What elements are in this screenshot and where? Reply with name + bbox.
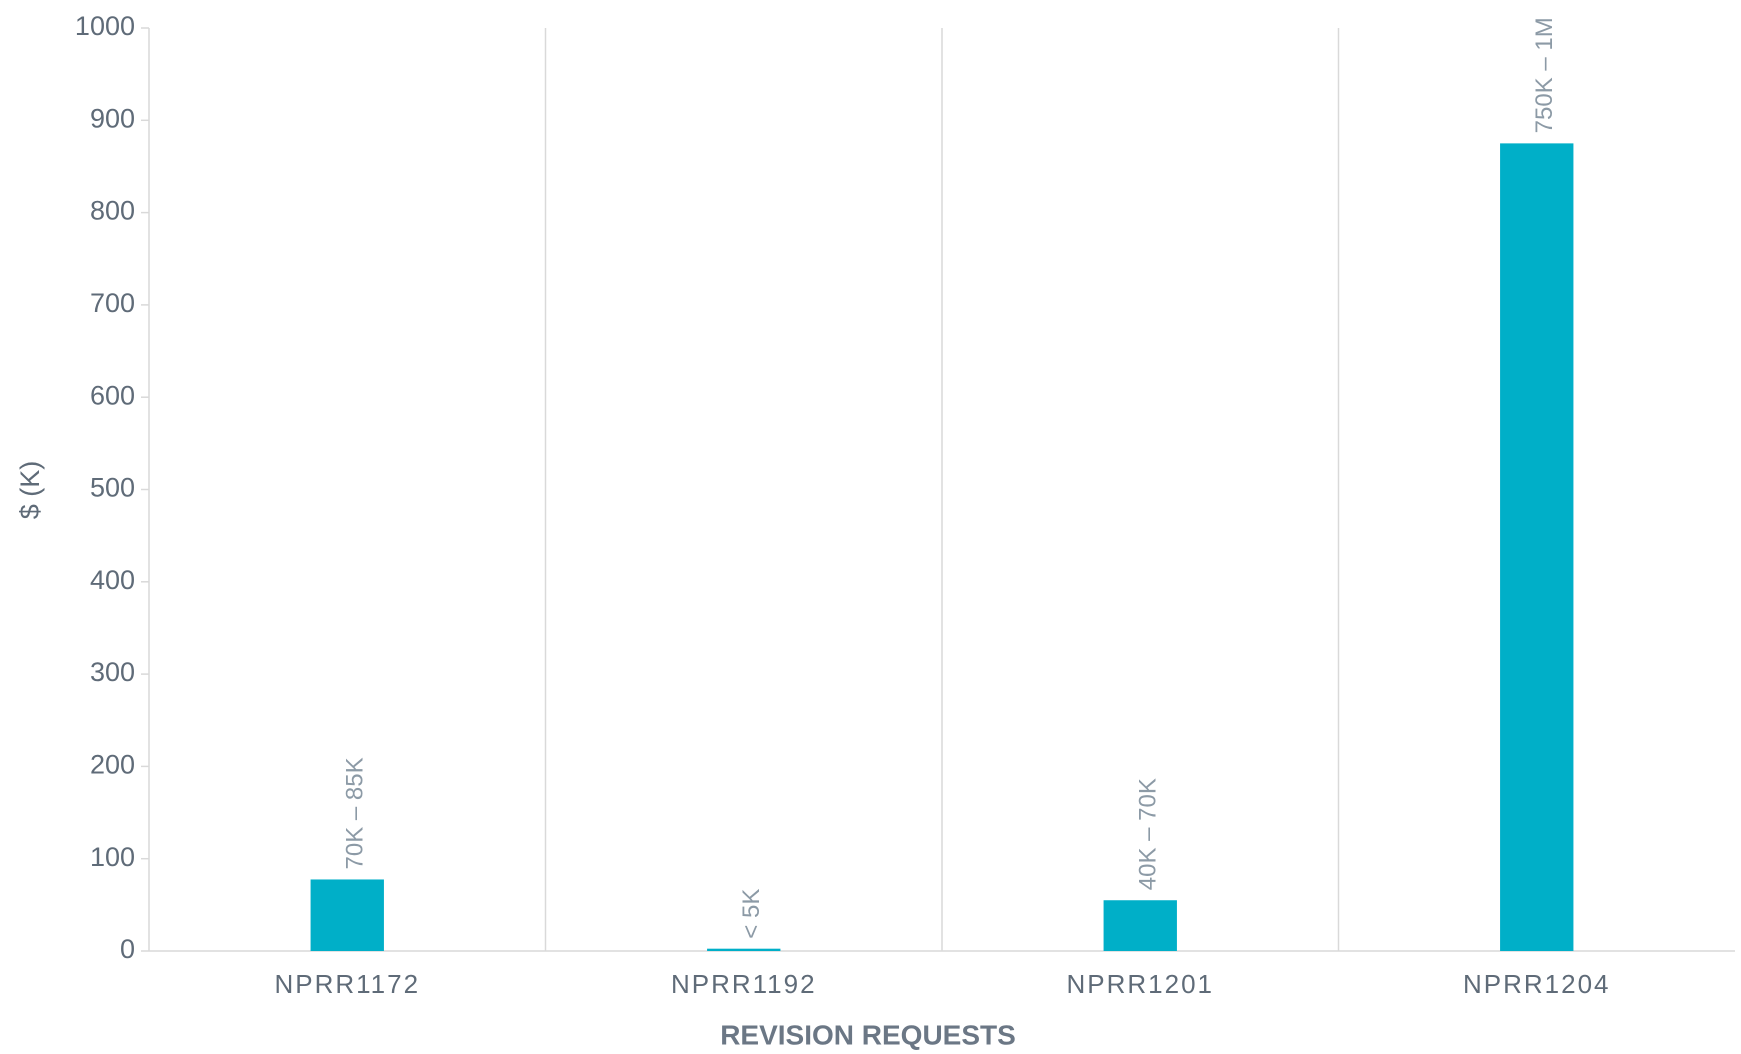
x-axis-label: REVISION REQUESTS [720, 1019, 1016, 1050]
value-label: < 5K [738, 889, 765, 939]
bar [310, 879, 384, 951]
value-label: 40K – 70K [1135, 778, 1162, 890]
y-tick-label: 900 [90, 103, 135, 133]
y-tick-label: 1000 [75, 11, 135, 41]
value-label: 70K – 85K [342, 757, 369, 869]
x-tick-label: NPRR1204 [1463, 969, 1611, 999]
bar [1103, 900, 1177, 951]
y-tick-label: 100 [90, 842, 135, 872]
y-tick-label: 300 [90, 657, 135, 687]
y-tick-label: 700 [90, 288, 135, 318]
y-axis-label: $ (K) [15, 461, 45, 520]
y-tick-label: 500 [90, 473, 135, 503]
bar [707, 948, 781, 951]
bar [1500, 143, 1574, 951]
y-tick-label: 600 [90, 380, 135, 410]
x-tick-label: NPRR1192 [671, 969, 817, 999]
y-tick-label: 0 [120, 934, 135, 964]
y-tick-label: 400 [90, 565, 135, 595]
y-tick-label: 200 [90, 750, 135, 780]
value-label: 750K – 1M [1531, 17, 1558, 133]
x-tick-label: NPRR1172 [274, 969, 420, 999]
y-tick-label: 800 [90, 196, 135, 226]
x-tick-label: NPRR1201 [1066, 969, 1214, 999]
